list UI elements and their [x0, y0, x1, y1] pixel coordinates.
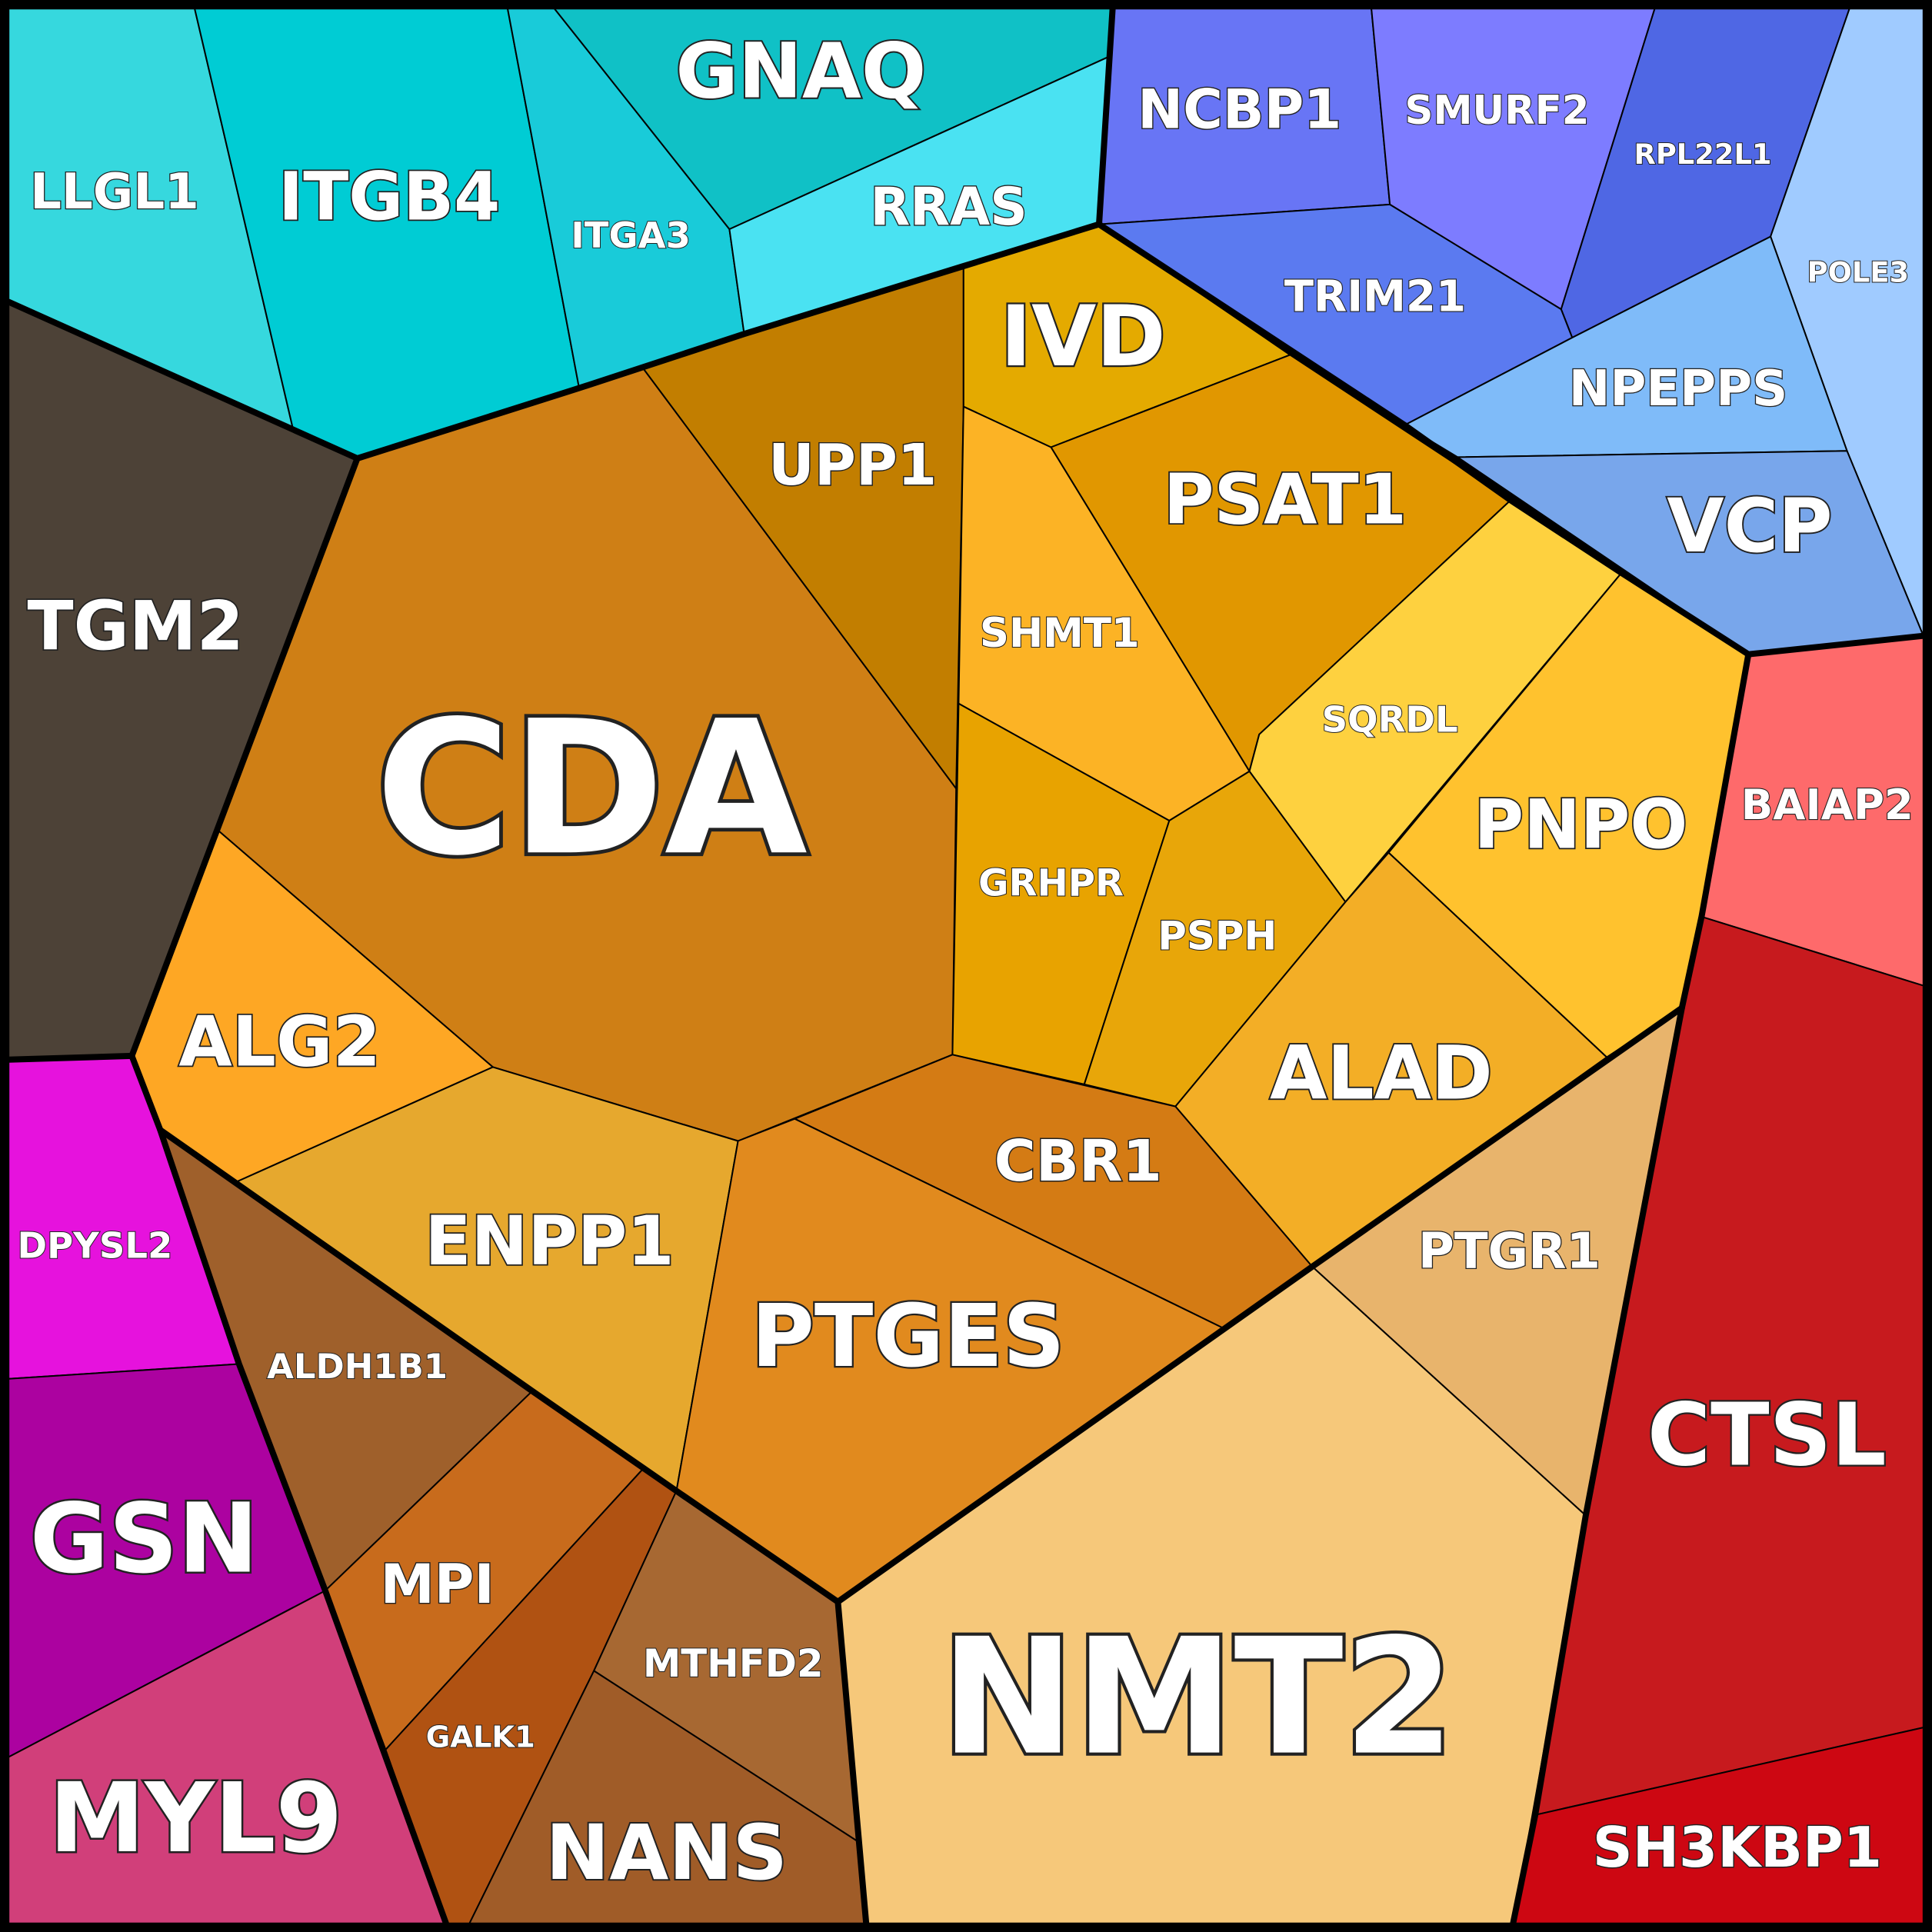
cell-label-dpysl2: DPYSL2	[17, 1225, 172, 1267]
cell-label-shmt1: SHMT1	[980, 610, 1140, 657]
cell-label-grhpr: GRHPR	[978, 862, 1124, 905]
cell-label-itgb4: ITGB4	[278, 158, 500, 235]
cell-label-npepps: NPEPPS	[1569, 361, 1788, 418]
cell-label-nans: NANS	[545, 1809, 788, 1897]
cell-label-itga3: ITGA3	[571, 215, 691, 256]
cell-label-cbr1: CBR1	[994, 1129, 1162, 1194]
group-border-4	[5, 1052, 449, 1927]
group-border-5	[157, 1127, 870, 1927]
cell-label-galk1: GALK1	[426, 1720, 535, 1754]
cell-label-smurf2: SMURF2	[1405, 88, 1590, 134]
cell-label-gnaq: GNAQ	[675, 27, 926, 115]
group-border-1	[1096, 5, 1116, 228]
cell-label-alad: ALAD	[1270, 1030, 1493, 1116]
cell-label-sqrdl: SQRDL	[1322, 699, 1458, 741]
cell-label-ncbp1: NCBP1	[1138, 78, 1341, 142]
cell-label-aldh1b1: ALDH1B1	[267, 1346, 448, 1387]
cell-label-ivd: IVD	[1001, 288, 1166, 385]
cell-label-rras: RRAS	[870, 177, 1027, 237]
group-border-6	[834, 1004, 1685, 1605]
cell-label-ptges: PTGES	[751, 1287, 1065, 1387]
cell-label-mthfd2: MTHFD2	[643, 1641, 824, 1686]
cell-label-sh3kbp1: SH3KBP1	[1593, 1816, 1882, 1880]
group-border-3	[128, 455, 361, 1059]
cell-label-rpl22l1: RPL22L1	[1634, 138, 1771, 171]
cell-label-upp1: UPP1	[768, 433, 937, 498]
cell-label-enpp1: ENPP1	[425, 1201, 674, 1281]
cell-label-alg2: ALG2	[178, 1002, 381, 1082]
cell-sqrdl	[1248, 499, 1623, 903]
cell-label-llgl1: LLGL1	[30, 164, 199, 221]
cell-label-psat1: PSAT1	[1164, 460, 1407, 540]
cell-label-ctsl: CTSL	[1647, 1385, 1887, 1485]
cell-label-ptgr1: PTGR1	[1418, 1224, 1601, 1281]
cell-label-psph: PSPH	[1158, 914, 1277, 960]
cell-label-pole3: POLE3	[1807, 256, 1909, 289]
cell-label-vcp: VCP	[1667, 483, 1832, 569]
cell-label-myl9: MYL9	[49, 1763, 343, 1874]
cell-label-gsn: GSN	[30, 1483, 258, 1594]
cell-npepps	[1404, 235, 1848, 458]
cell-label-trim21: TRIM21	[1284, 272, 1466, 322]
cell-label-mpi: MPI	[381, 1553, 495, 1616]
labels-layer: LLGL1 ITGB4 ITGA3 GNAQ RRAS NCBP1 SMURF2 RPL22L…	[16, 25, 1914, 1899]
group-border-2	[1510, 651, 1752, 1927]
cell-label-tgm2: TGM2	[28, 586, 244, 665]
cell-label-cda: CDA	[375, 681, 808, 896]
cell-label-baiap2: BAIAP2	[1741, 780, 1914, 829]
cell-label-pnpo: PNPO	[1474, 784, 1688, 864]
cell-label-nmt2: NMT2	[941, 1605, 1455, 1791]
